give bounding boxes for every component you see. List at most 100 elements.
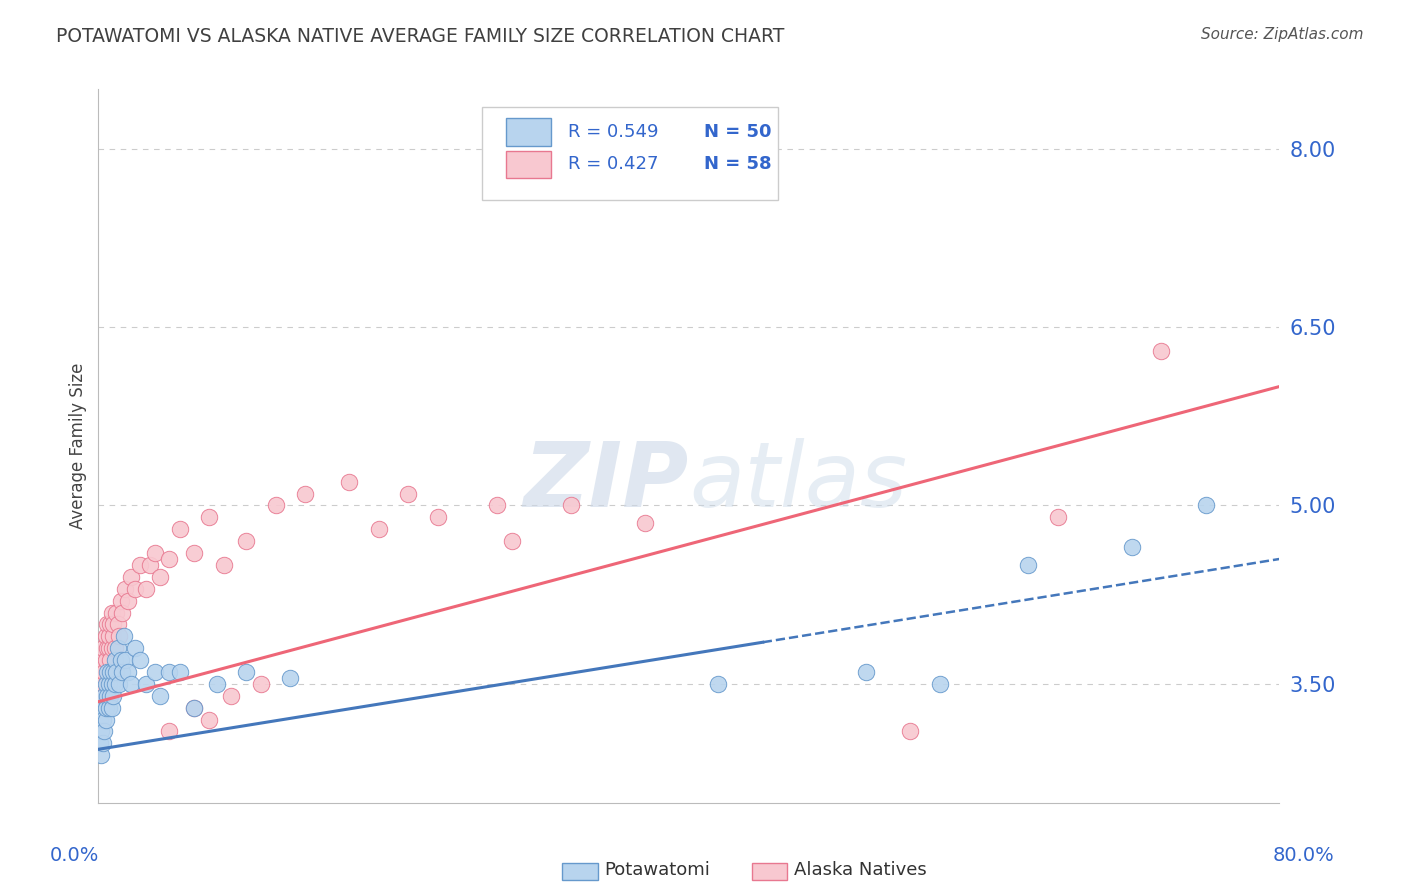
Point xyxy=(104,677,127,691)
Point xyxy=(90,653,112,667)
Point xyxy=(250,677,273,691)
Point xyxy=(107,641,129,656)
Point xyxy=(94,653,117,667)
Point xyxy=(117,665,139,679)
Text: POTAWATOMI VS ALASKA NATIVE AVERAGE FAMILY SIZE CORRELATION CHART: POTAWATOMI VS ALASKA NATIVE AVERAGE FAMI… xyxy=(56,27,785,45)
Point xyxy=(111,606,134,620)
Point xyxy=(560,499,582,513)
Point xyxy=(280,671,302,685)
Point xyxy=(855,665,877,679)
Point xyxy=(120,677,142,691)
Point xyxy=(1046,510,1070,524)
Bar xyxy=(506,151,551,178)
Point xyxy=(100,700,122,714)
Point xyxy=(486,499,509,513)
Point xyxy=(108,629,131,643)
Y-axis label: Average Family Size: Average Family Size xyxy=(69,363,87,529)
Point xyxy=(110,593,132,607)
Point xyxy=(900,724,922,739)
Point xyxy=(93,689,115,703)
Point xyxy=(294,486,316,500)
Point xyxy=(93,665,115,679)
Point xyxy=(264,499,287,513)
Point xyxy=(198,510,221,524)
Point xyxy=(103,665,125,679)
Point xyxy=(1121,540,1143,554)
Point xyxy=(117,593,139,607)
Point xyxy=(929,677,952,691)
Point xyxy=(94,700,117,714)
Point xyxy=(91,713,114,727)
Point xyxy=(89,665,111,679)
Point xyxy=(183,700,205,714)
Point xyxy=(128,653,150,667)
Point xyxy=(120,570,142,584)
Text: Alaska Natives: Alaska Natives xyxy=(794,861,927,879)
Point xyxy=(135,677,157,691)
Point xyxy=(91,641,114,656)
Point xyxy=(368,522,391,536)
Point xyxy=(235,665,257,679)
Point xyxy=(105,606,128,620)
Point xyxy=(124,641,146,656)
Point xyxy=(169,665,191,679)
Point xyxy=(89,736,111,750)
Text: Source: ZipAtlas.com: Source: ZipAtlas.com xyxy=(1201,27,1364,42)
Point xyxy=(169,522,191,536)
Point xyxy=(103,629,125,643)
Point xyxy=(139,558,162,572)
Point xyxy=(97,641,120,656)
Point xyxy=(128,558,150,572)
Point xyxy=(157,665,180,679)
Point xyxy=(398,486,420,500)
Point xyxy=(143,665,166,679)
Point xyxy=(212,558,235,572)
Point xyxy=(90,748,112,763)
Point xyxy=(112,629,135,643)
Point xyxy=(96,665,118,679)
Point xyxy=(1195,499,1218,513)
Point xyxy=(427,510,450,524)
Point xyxy=(90,689,112,703)
Point xyxy=(104,653,127,667)
Point xyxy=(111,665,134,679)
Point xyxy=(93,724,115,739)
Point xyxy=(94,677,117,691)
Point xyxy=(98,665,121,679)
Point xyxy=(114,582,136,596)
Point xyxy=(221,689,243,703)
Point xyxy=(100,606,122,620)
Point xyxy=(103,689,125,703)
Point xyxy=(135,582,157,596)
Point xyxy=(97,677,120,691)
Text: N = 58: N = 58 xyxy=(704,155,772,173)
Point xyxy=(97,629,120,643)
Point xyxy=(89,677,111,691)
Point xyxy=(98,689,121,703)
Point xyxy=(198,713,221,727)
Point xyxy=(707,677,730,691)
Point xyxy=(100,641,122,656)
Point xyxy=(157,724,180,739)
Point xyxy=(100,677,122,691)
Bar xyxy=(506,119,551,145)
Point xyxy=(143,546,166,560)
Text: R = 0.549: R = 0.549 xyxy=(568,123,659,141)
Text: R = 0.427: R = 0.427 xyxy=(568,155,659,173)
Point xyxy=(98,617,121,632)
Text: ZIP: ZIP xyxy=(523,438,689,525)
Text: N = 50: N = 50 xyxy=(704,123,772,141)
Point xyxy=(634,516,657,531)
Point xyxy=(94,713,117,727)
Point xyxy=(89,713,111,727)
Point xyxy=(91,677,114,691)
Point xyxy=(96,617,118,632)
Text: 80.0%: 80.0% xyxy=(1272,846,1334,864)
Point xyxy=(149,689,172,703)
Point xyxy=(104,641,127,656)
Point xyxy=(91,736,114,750)
Point xyxy=(114,653,136,667)
Point xyxy=(105,665,128,679)
Point xyxy=(235,534,257,549)
Point xyxy=(183,700,205,714)
